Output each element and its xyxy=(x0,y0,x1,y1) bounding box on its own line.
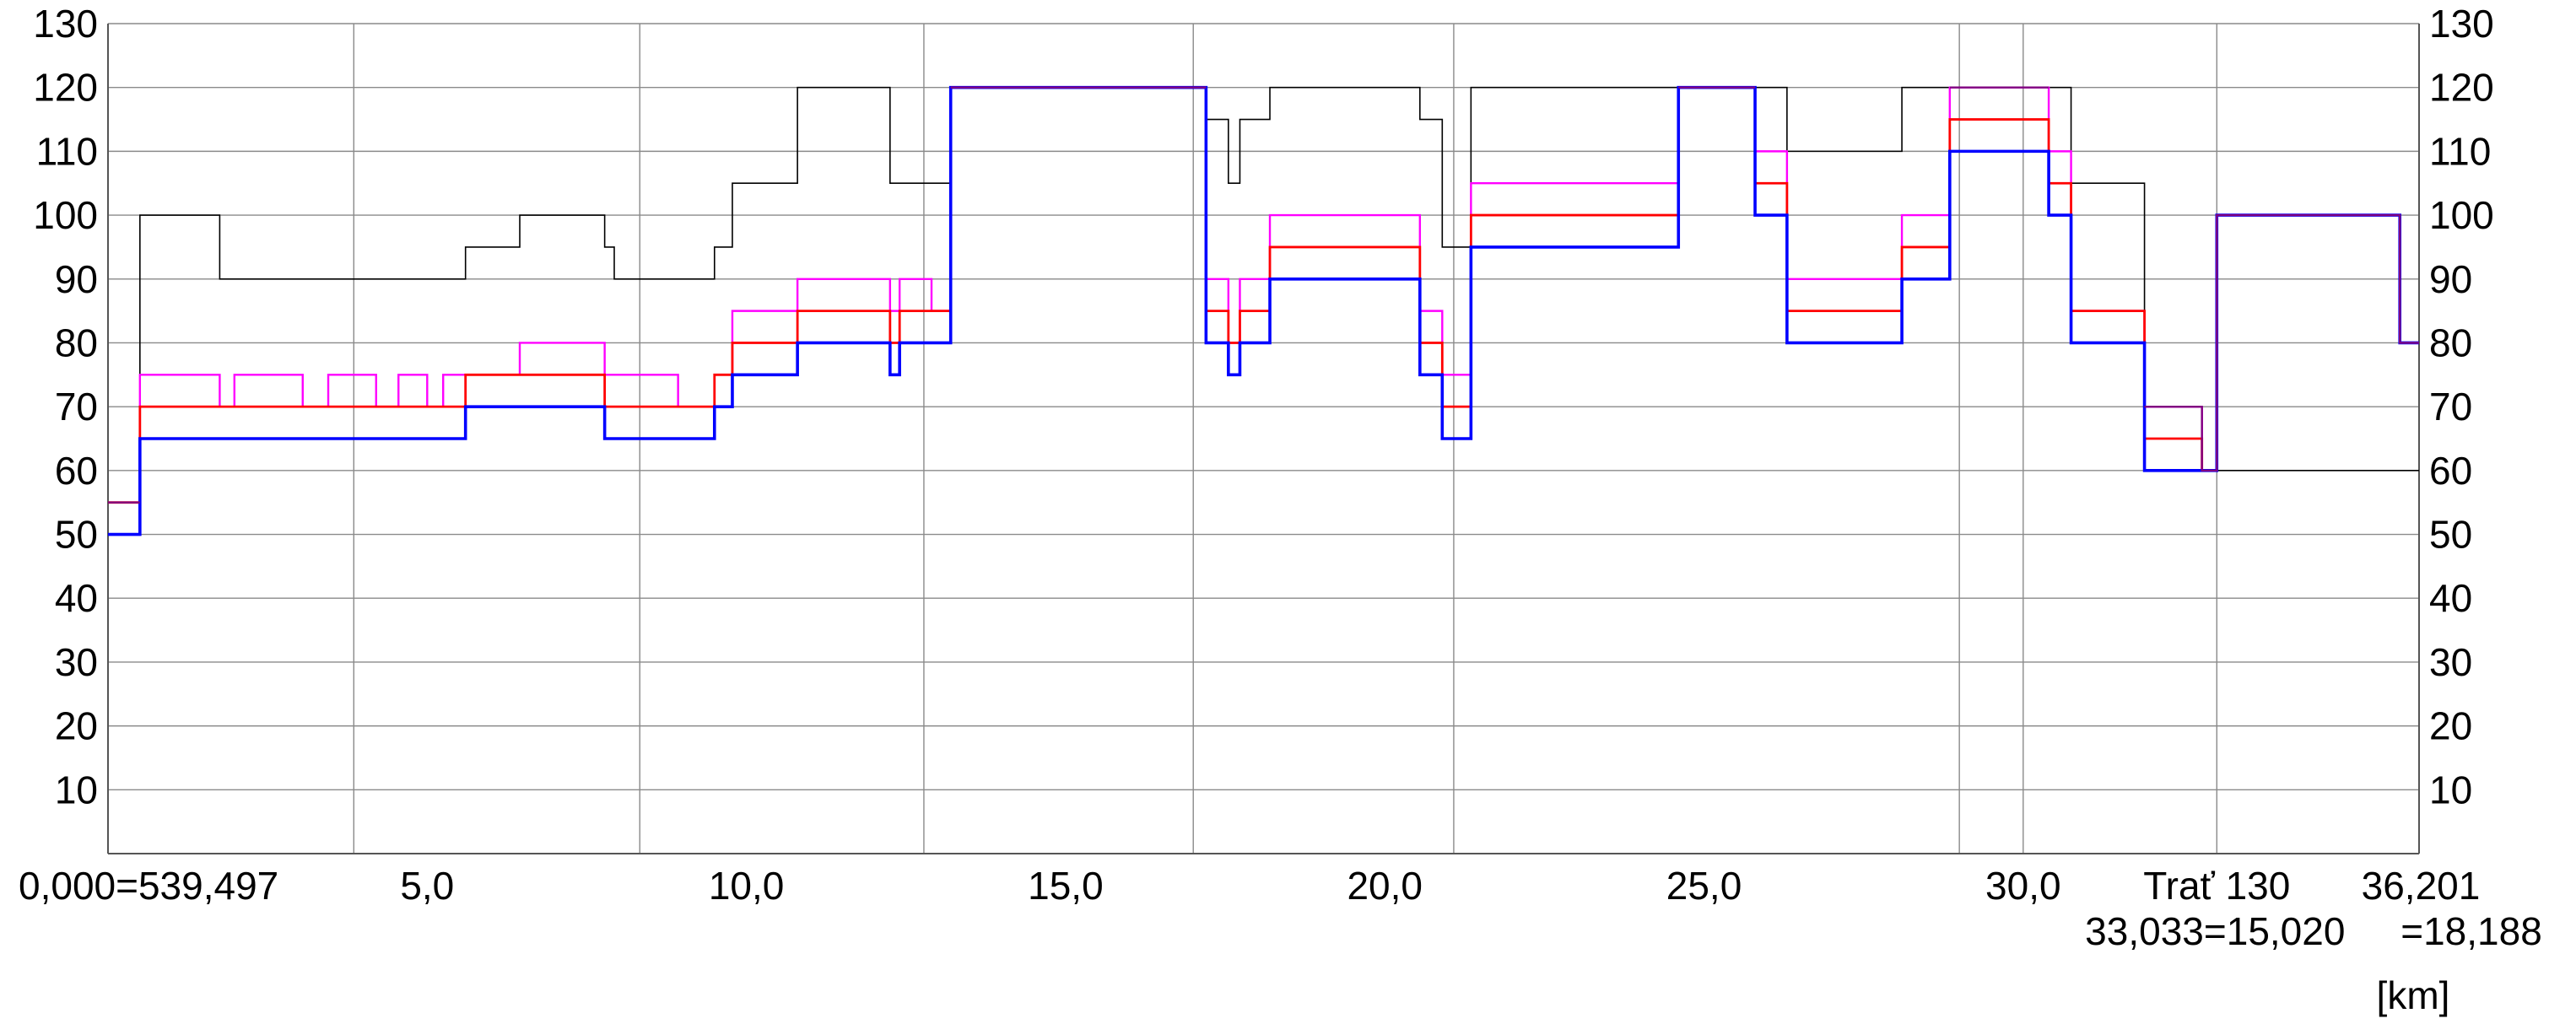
y-tick-left-130: 130 xyxy=(33,2,98,46)
y-tick-left-70: 70 xyxy=(55,385,98,428)
y-tick-right-80: 80 xyxy=(2429,321,2472,364)
x-tick-1: 5,0 xyxy=(400,864,454,908)
tick-labels: 10 10 20 20 30 30 40 40 50 50 60 60 70 70 80 80 90 90 100 1… xyxy=(19,2,2542,953)
series-line-4 xyxy=(108,86,2419,504)
x-tick-6: 30,0 xyxy=(1985,864,2061,908)
series-line-3 xyxy=(108,85,2419,536)
y-tick-right-40: 40 xyxy=(2429,576,2472,620)
x-tick-sub-8: =18,188 xyxy=(2400,909,2542,953)
y-tick-left-100: 100 xyxy=(33,193,98,237)
y-tick-right-30: 30 xyxy=(2429,640,2472,684)
y-tick-left-20: 20 xyxy=(55,704,98,748)
y-tick-right-120: 120 xyxy=(2429,66,2494,110)
y-tick-right-60: 60 xyxy=(2429,449,2472,493)
y-tick-left-80: 80 xyxy=(55,321,98,364)
x-tick-2: 10,0 xyxy=(709,864,785,908)
x-tick-7: Trať 130 xyxy=(2143,864,2290,908)
x-axis-label: [km] xyxy=(2377,973,2450,1017)
y-tick-right-50: 50 xyxy=(2429,513,2472,557)
y-tick-left-110: 110 xyxy=(36,129,98,173)
x-tick-0: 0,000=539,497 xyxy=(19,864,278,908)
x-tick-sub-7: 33,033=15,020 xyxy=(2085,909,2345,953)
y-tick-left-40: 40 xyxy=(55,576,98,620)
y-tick-right-130: 130 xyxy=(2429,2,2494,46)
y-tick-left-30: 30 xyxy=(55,640,98,684)
y-tick-right-10: 10 xyxy=(2429,768,2472,811)
y-tick-right-20: 20 xyxy=(2429,704,2472,748)
axes xyxy=(107,24,2420,854)
y-tick-right-70: 70 xyxy=(2429,385,2472,428)
y-tick-left-60: 60 xyxy=(55,449,98,493)
y-tick-right-110: 110 xyxy=(2429,129,2491,173)
y-tick-left-10: 10 xyxy=(55,768,98,811)
y-tick-right-90: 90 xyxy=(2429,257,2472,301)
x-tick-4: 20,0 xyxy=(1347,864,1423,908)
y-tick-left-120: 120 xyxy=(33,66,98,110)
y-tick-left-90: 90 xyxy=(55,257,98,301)
x-tick-3: 15,0 xyxy=(1028,864,1104,908)
x-tick-8: 36,201 xyxy=(2362,864,2481,908)
series-lines xyxy=(108,85,2419,536)
x-tick-5: 25,0 xyxy=(1666,864,1742,908)
y-tick-left-50: 50 xyxy=(55,513,98,557)
y-tick-right-100: 100 xyxy=(2429,193,2494,237)
